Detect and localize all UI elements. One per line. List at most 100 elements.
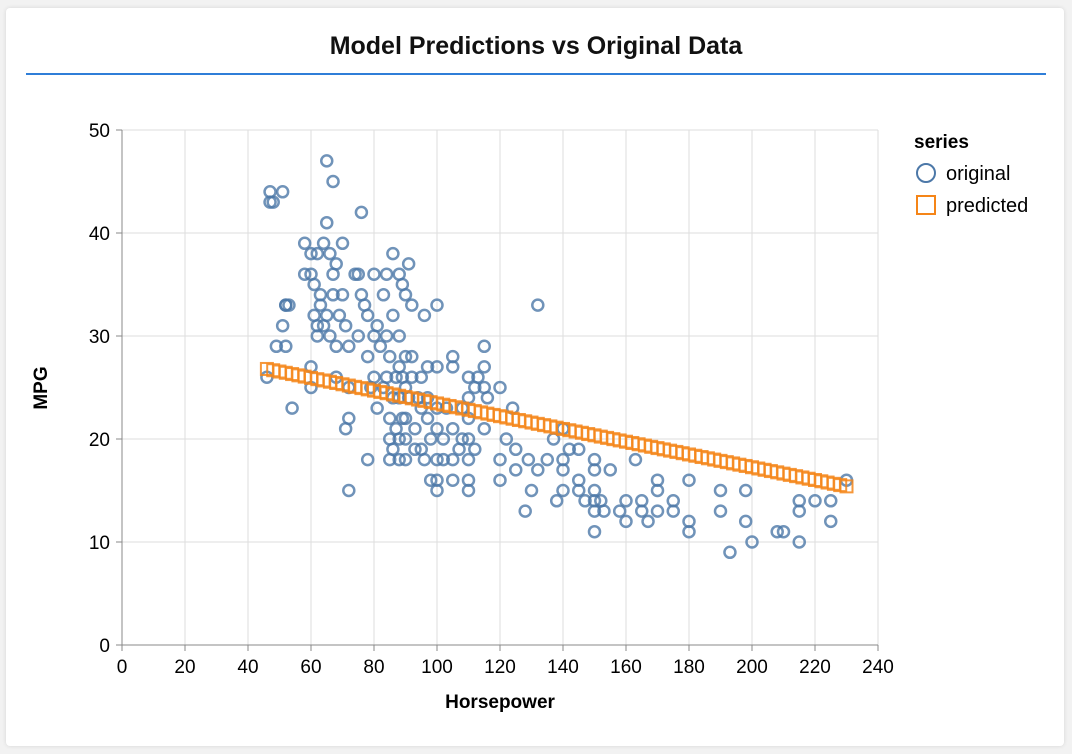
x-tick-label: 240 [862, 657, 894, 678]
axis-layer: 0 20 40 60 80 100 120 140 160 180 200 220 240 0 10 20 30… [89, 121, 894, 678]
original-point [285, 401, 299, 415]
original-point [792, 504, 806, 518]
original-point [313, 298, 328, 312]
original-point [436, 452, 451, 467]
original-point [430, 421, 444, 436]
original-point [446, 473, 460, 487]
original-point [351, 329, 365, 343]
original-point [360, 349, 375, 364]
original-point [556, 483, 570, 498]
legend-title: series [914, 132, 969, 153]
grid-layer [121, 129, 879, 646]
original-point [329, 339, 343, 354]
y-tick-label: 20 [89, 430, 110, 451]
original-point [446, 452, 460, 467]
original-point [335, 236, 350, 251]
predicted-points-layer [259, 361, 854, 494]
x-tick-label: 200 [736, 657, 768, 678]
original-point [423, 432, 438, 446]
original-point [619, 514, 633, 529]
original-point [405, 370, 419, 384]
original-point [373, 339, 388, 354]
original-point [383, 349, 397, 364]
original-point [405, 298, 419, 312]
original-point [824, 494, 838, 508]
original-point [351, 267, 365, 281]
original-point [367, 267, 381, 281]
original-point [587, 524, 602, 539]
original-point [471, 370, 485, 384]
original-point [370, 401, 384, 415]
original-point [603, 463, 617, 477]
original-point [408, 421, 422, 436]
y-axis-title: MPG [31, 366, 52, 409]
original-point [401, 257, 416, 271]
original-point [713, 504, 728, 518]
title-underline [26, 73, 1046, 75]
original-point [509, 442, 523, 457]
original-point [578, 494, 592, 508]
x-tick-label: 20 [174, 657, 195, 678]
original-point [572, 483, 586, 498]
original-point [398, 432, 413, 446]
original-point [307, 277, 321, 292]
original-point [587, 463, 602, 477]
original-point [398, 288, 413, 302]
original-point [738, 483, 753, 498]
original-point [398, 349, 413, 364]
original-point [392, 432, 406, 446]
legend-original-symbol [916, 163, 936, 183]
original-point [518, 504, 532, 518]
original-point [493, 452, 507, 467]
original-point [430, 452, 444, 467]
original-point [499, 432, 514, 446]
x-tick-label: 140 [547, 657, 579, 678]
original-point [493, 473, 507, 487]
original-point [461, 370, 476, 384]
x-tick-label: 40 [237, 657, 258, 678]
y-tick-label: 50 [89, 121, 110, 142]
original-point [379, 329, 394, 343]
original-point [398, 452, 413, 467]
original-point [455, 432, 469, 446]
original-point [477, 421, 491, 436]
x-axis-title: Horsepower [445, 692, 555, 713]
original-point [461, 483, 476, 498]
original-point [386, 442, 400, 457]
original-point [408, 442, 422, 457]
original-point [417, 452, 432, 467]
original-point [338, 318, 353, 333]
original-point [436, 432, 451, 446]
original-point [770, 524, 784, 539]
original-point [379, 267, 394, 281]
original-point [612, 504, 627, 518]
original-point [650, 483, 665, 498]
legend-predicted-symbol [916, 195, 936, 215]
original-point [329, 257, 343, 271]
y-tick-label: 0 [99, 636, 110, 657]
x-tick-label: 100 [421, 657, 453, 678]
original-point [310, 246, 325, 261]
original-point [540, 452, 554, 467]
x-tick-label: 80 [363, 657, 384, 678]
original-point [398, 411, 413, 426]
original-point [745, 535, 759, 549]
original-point [531, 463, 545, 477]
original-point [332, 308, 347, 323]
original-point [824, 514, 838, 529]
original-point [556, 463, 570, 477]
original-point [509, 463, 523, 477]
original-point [461, 432, 476, 446]
original-point [297, 236, 312, 251]
original-point [682, 473, 696, 487]
original-point [392, 329, 406, 343]
original-point [360, 308, 375, 323]
y-tick-label: 30 [89, 327, 110, 348]
original-point [430, 298, 444, 312]
original-point [713, 483, 728, 498]
x-tick-label: 0 [117, 657, 128, 678]
original-point [521, 452, 536, 467]
original-point [446, 360, 460, 374]
legend-predicted-label: predicted [946, 195, 1028, 217]
